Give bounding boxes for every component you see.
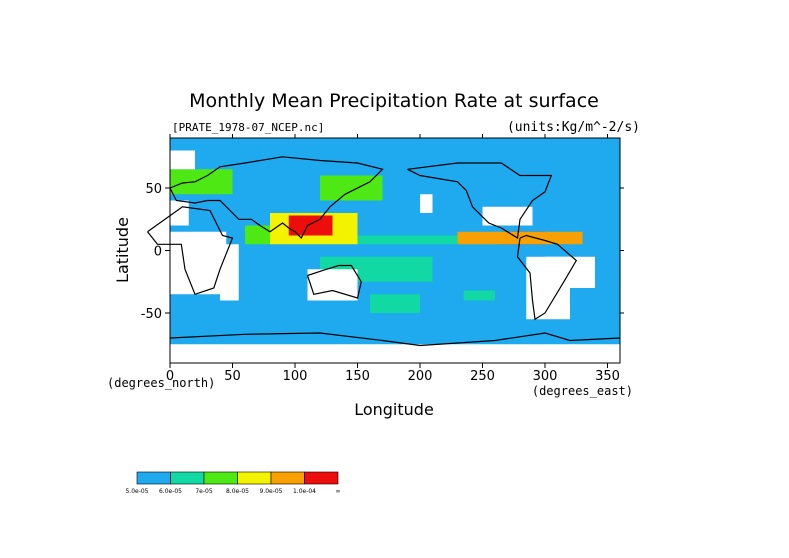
y-tick-label: 0 bbox=[154, 245, 162, 260]
coastline bbox=[306, 264, 362, 299]
coastline bbox=[407, 162, 553, 239]
coastline bbox=[169, 332, 621, 347]
colorbar-swatch bbox=[203, 471, 238, 485]
x-tick-label: 0 bbox=[166, 369, 174, 384]
units-subtitle: (units:Kg/m^-2/s) bbox=[507, 120, 640, 135]
x-unit-label: (degrees_east) bbox=[532, 384, 633, 398]
y-axis-ticks: -50 0 50 bbox=[141, 182, 624, 322]
colorbar-label: 7e-05 bbox=[195, 488, 212, 495]
precip-region bbox=[357, 235, 495, 245]
missing-data-patch bbox=[170, 231, 227, 295]
dataset-subtitle: [PRATE_1978-07_NCEP.nc] bbox=[172, 121, 324, 134]
coastlines bbox=[147, 156, 621, 347]
colorbar-swatch bbox=[304, 471, 339, 485]
y-axis-label: Latitude bbox=[113, 217, 132, 283]
x-tick-label: 350 bbox=[595, 369, 620, 384]
missing-data-patch bbox=[220, 244, 239, 301]
colorbar-label: 5.0e-05 bbox=[125, 488, 148, 495]
colorbar-label: 9.0e-05 bbox=[259, 488, 282, 495]
coastline bbox=[169, 156, 384, 240]
y-tick-label: 50 bbox=[145, 182, 162, 197]
precip-region bbox=[170, 169, 233, 195]
x-axis-ticks: 0 50 100 150 200 250 300 350 bbox=[166, 134, 620, 384]
precip-region bbox=[370, 294, 420, 313]
colorbar-label: 1.0e-04 bbox=[293, 488, 316, 495]
colorbar-label: 8.0e-05 bbox=[226, 488, 249, 495]
missing-data-patch bbox=[170, 344, 620, 363]
colorbar-label: ∞ bbox=[336, 488, 341, 495]
missing-data-patch bbox=[420, 194, 433, 213]
missing-data-patch bbox=[170, 150, 195, 170]
y-tick-label: -50 bbox=[141, 307, 162, 322]
x-tick-label: 200 bbox=[408, 369, 433, 384]
missing-data-patch bbox=[482, 206, 533, 226]
map-plot-area bbox=[147, 137, 621, 364]
colorbar-label: 6.0e-05 bbox=[159, 488, 182, 495]
precip-region bbox=[288, 215, 333, 236]
colorbar-swatch bbox=[170, 471, 205, 485]
precip-region bbox=[463, 290, 495, 301]
coastline bbox=[147, 206, 234, 296]
y-unit-label: (degrees_north) bbox=[107, 376, 215, 390]
coastline bbox=[516, 234, 578, 321]
colorbar-swatch bbox=[237, 471, 272, 485]
colorbar-swatch bbox=[136, 471, 171, 485]
colorbar: 5.0e-05 6.0e-05 7e-05 8.0e-05 9.0e-05 1.0e-04… bbox=[125, 471, 341, 495]
x-tick-label: 50 bbox=[224, 369, 241, 384]
x-tick-label: 150 bbox=[345, 369, 370, 384]
chart-title: Monthly Mean Precipitation Rate at surfa… bbox=[189, 90, 599, 112]
precip-region bbox=[245, 225, 270, 245]
x-tick-label: 100 bbox=[283, 369, 308, 384]
colorbar-swatch bbox=[270, 471, 305, 485]
x-axis-label: Longitude bbox=[354, 400, 434, 419]
x-tick-label: 300 bbox=[533, 369, 558, 384]
x-tick-label: 250 bbox=[470, 369, 495, 384]
